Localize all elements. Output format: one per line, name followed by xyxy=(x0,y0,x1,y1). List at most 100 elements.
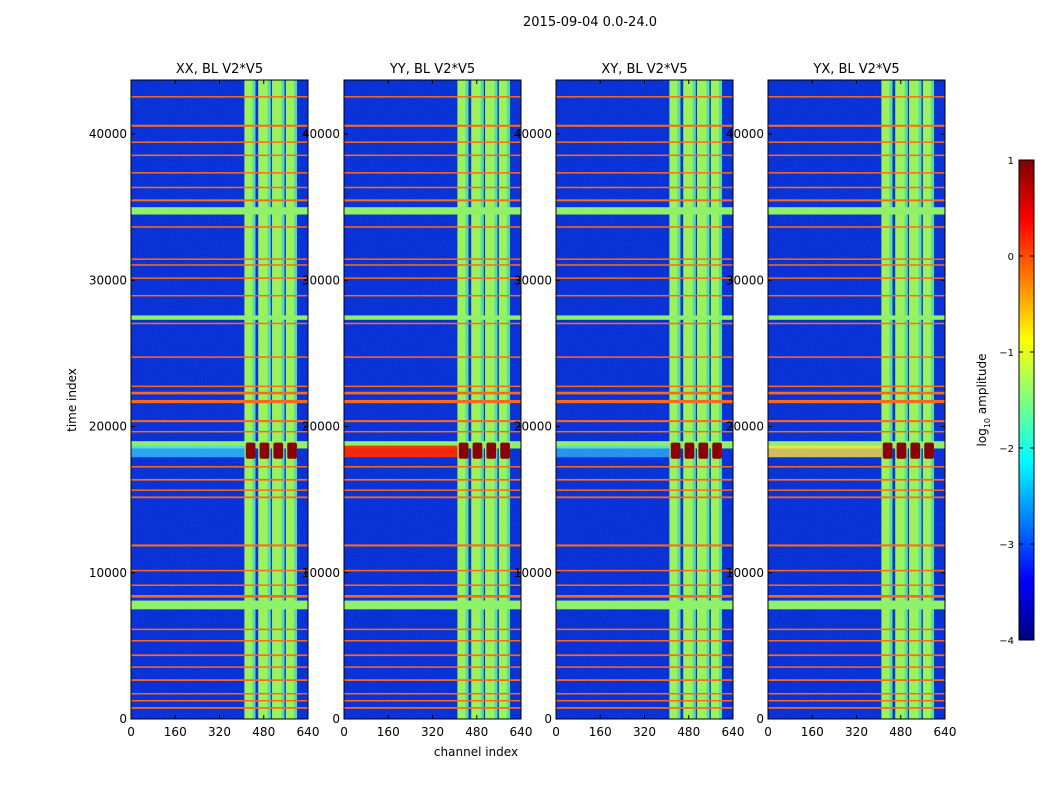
y-tick-label: 20000 xyxy=(89,420,127,434)
flagged-row xyxy=(768,569,945,572)
saturated-block xyxy=(924,442,934,459)
channel-band-edge xyxy=(267,80,271,719)
channel-band xyxy=(272,80,285,719)
flagged-row xyxy=(344,489,521,491)
x-tick-label: 160 xyxy=(164,725,187,739)
x-tick-label: 0 xyxy=(340,725,348,739)
saturated-block xyxy=(698,442,709,459)
channel-band-edge xyxy=(494,80,498,719)
flagged-row xyxy=(556,154,733,157)
flagged-row xyxy=(768,420,945,423)
flagged-row xyxy=(768,385,945,388)
flagged-row xyxy=(131,294,308,297)
flagged-row xyxy=(768,478,945,481)
colorbar-tick-label: −3 xyxy=(999,540,1014,551)
flagged-row xyxy=(344,258,521,260)
x-tick-label: 640 xyxy=(297,725,320,739)
flagged-row xyxy=(768,628,945,631)
flagged-row xyxy=(344,640,521,642)
flagged-row xyxy=(344,430,521,433)
channel-band-edge xyxy=(465,80,469,719)
flagged-row xyxy=(556,478,733,481)
y-tick-label: 40000 xyxy=(89,127,127,141)
heatmap-panel-4: YX, BL V2*V5 0 160 320 480 640 0 10000 20000 3000… xyxy=(726,62,957,739)
flagged-row xyxy=(131,356,308,358)
y-tick-label: 10000 xyxy=(89,566,127,580)
flagged-row xyxy=(131,679,308,681)
channel-band-edge xyxy=(904,80,908,719)
channel-band xyxy=(909,80,922,719)
x-tick-label: 160 xyxy=(801,725,824,739)
saturated-block xyxy=(684,442,695,459)
flagged-row xyxy=(768,679,945,681)
flagged-row xyxy=(768,356,945,358)
flagged-row xyxy=(556,584,733,586)
flagged-row xyxy=(556,692,733,695)
time-band xyxy=(768,600,945,610)
flagged-row xyxy=(556,679,733,681)
time-band xyxy=(344,441,521,449)
time-band xyxy=(556,207,733,215)
colorbar-label-prefix: log xyxy=(975,428,989,446)
flagged-row xyxy=(556,466,733,468)
flagged-row xyxy=(131,141,308,143)
flagged-row xyxy=(556,628,733,631)
flagged-row xyxy=(768,466,945,468)
flagged-row xyxy=(344,679,521,681)
channel-band-edge xyxy=(692,80,696,719)
flagged-row xyxy=(556,385,733,388)
channel-band xyxy=(471,80,484,719)
time-band xyxy=(131,315,308,320)
channel-band-edge xyxy=(930,80,934,719)
flagged-row xyxy=(556,356,733,358)
flagged-row xyxy=(768,141,945,143)
y-tick-label: 30000 xyxy=(89,273,127,287)
flagged-row xyxy=(556,666,733,668)
flagged-row xyxy=(131,385,308,388)
y-tick-label: 40000 xyxy=(302,127,340,141)
x-tick-label: 0 xyxy=(552,725,560,739)
flagged-row xyxy=(344,154,521,157)
flagged-row xyxy=(768,640,945,642)
flagged-row xyxy=(131,322,308,325)
y-axis-label: time index xyxy=(65,368,79,432)
x-tick-label: 320 xyxy=(845,725,868,739)
channel-band-edge xyxy=(677,80,681,719)
flagged-row xyxy=(556,707,733,709)
flagged-row xyxy=(344,420,521,423)
channel-band xyxy=(244,80,256,719)
flagged-row xyxy=(768,699,945,702)
flagged-row xyxy=(556,496,733,499)
flagged-row xyxy=(768,124,945,127)
flagged-row xyxy=(131,544,308,547)
flagged-row xyxy=(344,496,521,499)
y-tick-label: 20000 xyxy=(302,420,340,434)
flagged-row xyxy=(131,420,308,423)
saturated-block xyxy=(458,442,469,459)
flagged-row xyxy=(768,595,945,598)
flagged-row xyxy=(131,489,308,491)
y-tick-label: 0 xyxy=(332,712,340,726)
flagged-row xyxy=(768,430,945,433)
flagged-row xyxy=(556,399,733,404)
y-tick-label: 20000 xyxy=(514,420,552,434)
channel-band-edge xyxy=(480,80,484,719)
flagged-row xyxy=(556,172,733,174)
time-band xyxy=(556,315,733,320)
flagged-row xyxy=(556,654,733,657)
saturated-block xyxy=(259,442,270,459)
flagged-row xyxy=(344,628,521,631)
time-band xyxy=(344,315,521,320)
flagged-row xyxy=(131,654,308,657)
y-tick-label: 0 xyxy=(756,712,764,726)
rfi-streak xyxy=(556,445,670,458)
x-tick-label: 320 xyxy=(208,725,231,739)
flagged-row xyxy=(344,264,521,266)
heatmap-panel-2: YY, BL V2*V5 0 160 320 480 640 0 10000 20000 3000… xyxy=(302,62,533,739)
x-tick-label: 640 xyxy=(510,725,533,739)
channel-band xyxy=(285,80,297,719)
panel-title: XX, BL V2*V5 xyxy=(176,62,263,77)
channel-band xyxy=(498,80,510,719)
saturated-block xyxy=(712,442,722,459)
flagged-row xyxy=(768,391,945,395)
